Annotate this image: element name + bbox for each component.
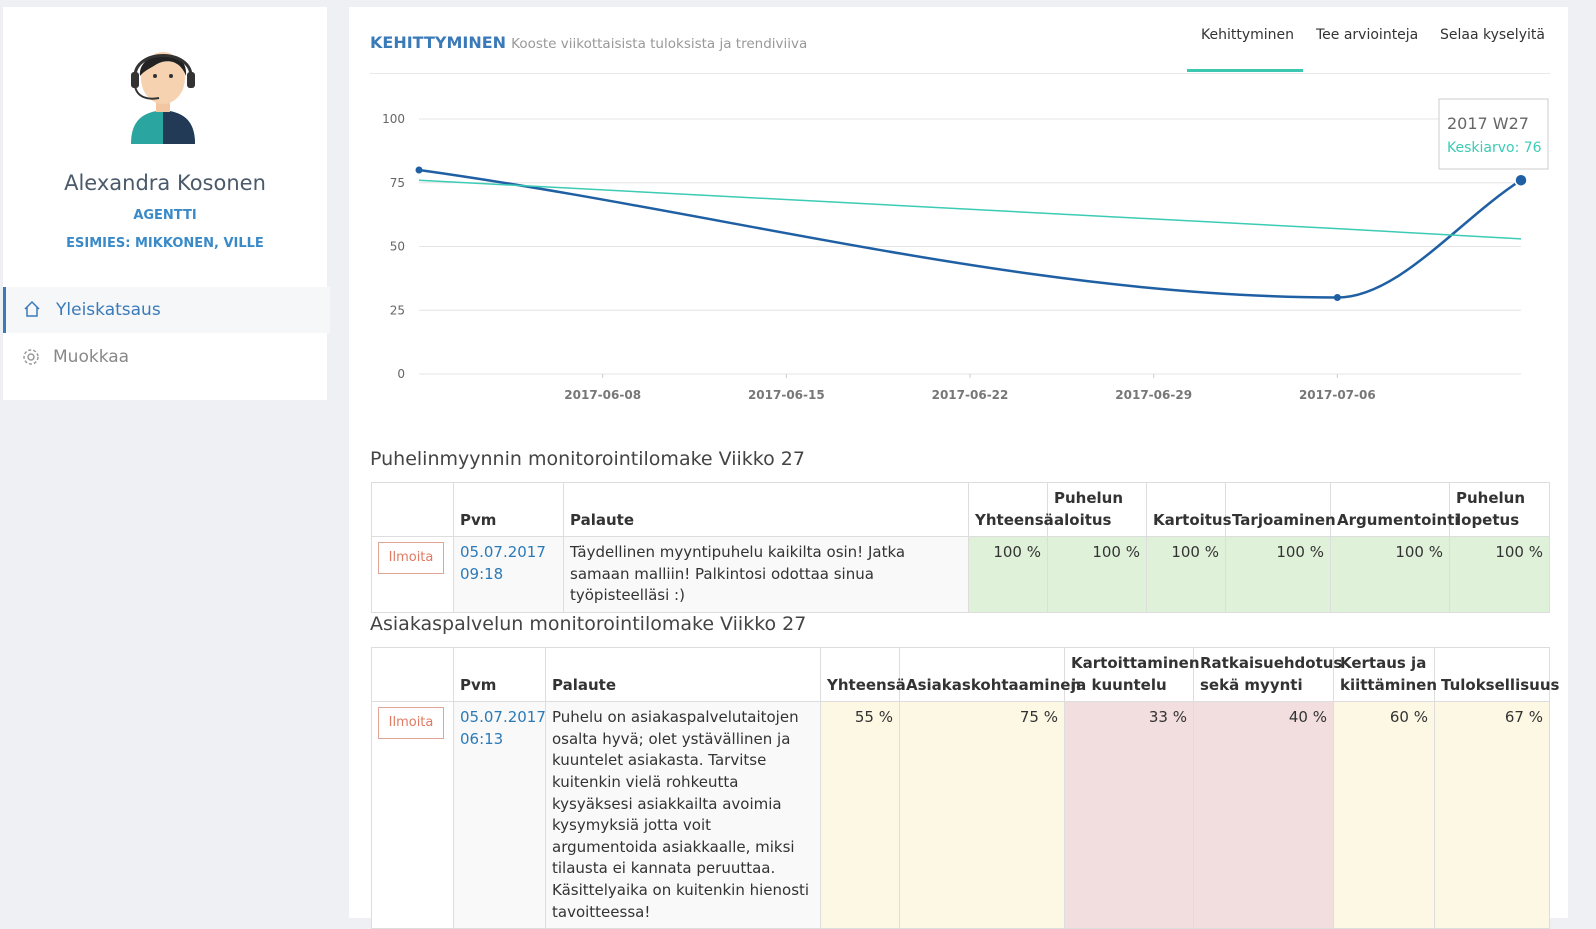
- agent-supervisor: ESIMIES: MIKKONEN, VILLE: [66, 236, 264, 251]
- header-row: Pvm Palaute Yhteensä Puhelun aloitus Kartoit…: [371, 481, 1550, 538]
- nav-label: Muokkaa: [53, 347, 130, 367]
- header-cell: Kartoittaminen ja kuuntelu: [1064, 646, 1200, 703]
- data-point: [1333, 294, 1341, 301]
- report-button[interactable]: Ilmoita: [378, 707, 444, 740]
- score-cell: 100 %: [1330, 536, 1450, 613]
- header-cell: [371, 646, 454, 703]
- score-cell: 33 %: [1064, 701, 1194, 929]
- header-cell: Kertaus ja kiittäminen: [1333, 646, 1437, 703]
- y-tick-label: 0: [397, 367, 405, 381]
- gear-icon: [23, 349, 39, 365]
- score-cell: 60 %: [1333, 701, 1435, 929]
- section-title: KEHITTYMINEN: [370, 33, 507, 52]
- score-cell: 67 %: [1434, 701, 1550, 929]
- y-tick-label: 25: [390, 303, 405, 317]
- header-cell: Kartoitus: [1146, 481, 1232, 538]
- header-cell: Asiakaskohtaaminen: [899, 646, 1081, 703]
- tooltip-title: 2017 W27: [1447, 114, 1529, 133]
- data-row: Ilmoita 05.07.2017 06:13 Puhelu on asiakas…: [371, 701, 1550, 929]
- score-cell: 100 %: [1225, 536, 1331, 613]
- header-cell: Yhteensä: [968, 481, 1054, 538]
- score-cell: 100 %: [968, 536, 1048, 613]
- date-cell: 05.07.2017 06:13: [453, 701, 546, 929]
- x-tick-label: 2017-06-15: [748, 388, 825, 402]
- y-tick-label: 50: [390, 240, 405, 254]
- feedback-cell: Täydellinen myyntipuhelu kaikilta osin! …: [563, 536, 969, 613]
- score-cell: 75 %: [899, 701, 1065, 929]
- header-cell: Argumentointi: [1330, 481, 1460, 538]
- score-cell: 100 %: [1146, 536, 1226, 613]
- nav-label: Yleiskatsaus: [56, 300, 161, 320]
- y-tick-label: 75: [390, 176, 405, 190]
- header-cell: Tuloksellisuus: [1434, 646, 1559, 703]
- report-button[interactable]: Ilmoita: [378, 542, 444, 575]
- tab[interactable]: Selaa kyselyitä: [1440, 27, 1545, 43]
- action-cell: Ilmoita: [371, 536, 454, 613]
- header-row: Pvm Palaute Yhteensä Asiakaskohtaaminen Kart…: [371, 646, 1559, 703]
- form-table: Pvm Palaute Yhteensä Asiakaskohtaaminen Kart…: [371, 646, 1559, 929]
- active-tab-indicator: [1187, 69, 1303, 72]
- agent-role: AGENTTI: [133, 208, 197, 223]
- score-cell: 40 %: [1193, 701, 1334, 929]
- header-cell: Tarjoaminen: [1225, 481, 1336, 538]
- tab[interactable]: Tee arviointeja: [1316, 27, 1419, 43]
- avatar: [131, 52, 195, 144]
- x-tick-label: 2017-07-06: [1299, 388, 1376, 402]
- sidebar: Alexandra Kosonen AGENTTI ESIMIES: MIKKO…: [3, 7, 330, 400]
- action-cell: Ilmoita: [371, 701, 454, 929]
- form-table: Pvm Palaute Yhteensä Puhelun aloitus Kartoit…: [371, 481, 1550, 613]
- form-title: Asiakaspalvelun monitorointilomake Viikk…: [370, 613, 807, 635]
- header-cell: Puhelun aloitus: [1047, 481, 1147, 538]
- header-divider: [370, 73, 1550, 74]
- form-title: Puhelinmyynnin monitorointilomake Viikko…: [370, 448, 805, 470]
- chart: 0 25 50 75 100 2017-06-08 2017-06-15 2017-06-22…: [382, 98, 1549, 402]
- score-cell: 100 %: [1449, 536, 1550, 613]
- tab[interactable]: Kehittyminen: [1201, 27, 1295, 43]
- header-cell: Palaute: [563, 481, 969, 538]
- data-point: [1514, 173, 1528, 187]
- date-cell: 05.07.2017 09:18: [453, 536, 564, 613]
- header-cell: Pvm: [453, 481, 564, 538]
- header-cell: Puhelun lopetus: [1449, 481, 1550, 538]
- agent-name: Alexandra Kosonen: [64, 171, 266, 195]
- section-subtitle: Kooste viikottaisista tuloksista ja tren…: [511, 36, 808, 52]
- score-cell: 55 %: [820, 701, 900, 929]
- x-tick-label: 2017-06-08: [564, 388, 641, 402]
- series-line: [418, 179, 1522, 240]
- home-icon: [24, 300, 40, 317]
- score-cell: 100 %: [1047, 536, 1147, 613]
- x-tick-label: 2017-06-29: [1115, 388, 1192, 402]
- data-point: [415, 166, 423, 174]
- x-tick-label: 2017-06-22: [932, 388, 1009, 402]
- section-header: KEHITTYMINEN Kooste viikottaisista tulok…: [370, 33, 807, 52]
- nav-item[interactable]: Yleiskatsaus: [3, 287, 330, 333]
- header-cell: [371, 481, 454, 538]
- tooltip-box: [1438, 98, 1549, 170]
- header-cell: Palaute: [545, 646, 821, 703]
- data-row: Ilmoita 05.07.2017 09:18 Täydellinen myynt…: [371, 536, 1550, 613]
- header-cell: Pvm: [453, 646, 546, 703]
- series-line: [418, 168, 1522, 299]
- feedback-cell: Puhelu on asiakaspalvelutaitojen osalta …: [545, 701, 821, 929]
- header-cell: Ratkaisuehdotus sekä myynti: [1193, 646, 1342, 703]
- y-tick-label: 100: [382, 112, 405, 126]
- tooltip: 2017 W27 Keskiarvo: 76: [1438, 98, 1549, 170]
- tooltip-text: Keskiarvo: 76: [1447, 140, 1542, 156]
- nav-item[interactable]: Muokkaa: [3, 334, 327, 380]
- header-cell: Yhteensä: [820, 646, 906, 703]
